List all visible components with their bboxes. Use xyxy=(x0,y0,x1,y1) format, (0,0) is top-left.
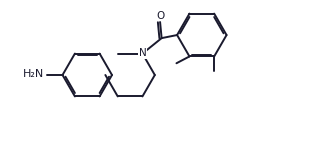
Text: H₂N: H₂N xyxy=(23,69,44,79)
Text: O: O xyxy=(156,11,164,21)
Text: N: N xyxy=(139,48,146,58)
